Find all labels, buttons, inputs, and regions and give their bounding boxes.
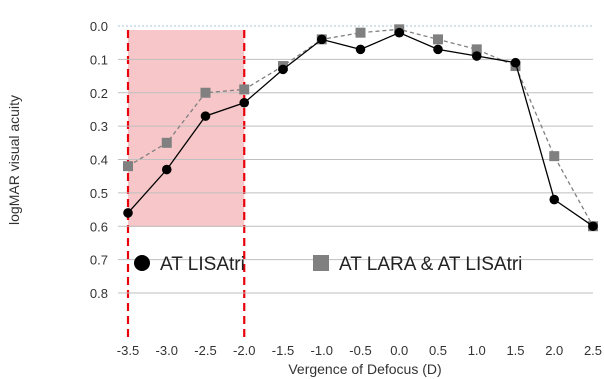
- x-tick-label: 2.5: [584, 343, 602, 358]
- x-tick-label: -1.0: [311, 343, 333, 358]
- y-tick-label: 0.7: [90, 253, 108, 268]
- x-tick-label: -3.0: [156, 343, 178, 358]
- x-tick-label: -0.5: [349, 343, 371, 358]
- data-point: [588, 221, 598, 232]
- data-point: [316, 34, 327, 45]
- legend-marker: [313, 255, 329, 271]
- x-tick-label: -2.5: [194, 343, 216, 358]
- data-point: [123, 161, 133, 172]
- data-point: [161, 164, 172, 175]
- data-point: [200, 87, 211, 98]
- legend-marker: [134, 255, 150, 271]
- data-point: [123, 208, 133, 218]
- data-point: [161, 137, 172, 148]
- legend: AT LISAtri AT LARA & AT LISAtri: [134, 254, 522, 275]
- legend-label: AT LISAtri: [160, 254, 245, 275]
- y-tick-label: 0.1: [90, 52, 108, 67]
- data-point: [239, 84, 250, 95]
- y-tick-label: 0.2: [90, 86, 108, 101]
- x-tick-label: -3.5: [117, 343, 139, 358]
- series-layer: [123, 24, 598, 232]
- legend-label: AT LARA & AT LISAtri: [339, 254, 522, 275]
- data-point: [433, 44, 443, 55]
- data-point: [239, 97, 250, 108]
- y-tick-label: 0.4: [90, 153, 108, 168]
- x-tick-label: -2.0: [233, 343, 255, 358]
- y-tick-label: 0.8: [90, 286, 108, 301]
- x-tick-label: 1.5: [506, 343, 524, 358]
- data-point: [355, 27, 366, 38]
- x-tick-label: 1.0: [468, 343, 486, 358]
- y-tick-label: 0.0: [90, 19, 108, 34]
- y-tick-labels: 0.0 0.1 0.2 0.3 0.4 0.5 0.6 0.7 0.8: [90, 19, 108, 301]
- data-point: [433, 34, 443, 45]
- data-point: [549, 151, 560, 162]
- x-axis-title: Vergence of Defocus (D): [288, 361, 441, 377]
- data-point: [200, 111, 211, 121]
- highlight-region-layer: [126, 30, 246, 338]
- x-tick-labels: -3.5 -3.0 -2.5 -2.0 -1.5 -1.0 -0.5 0.0 0.5 1.0 1.5…: [117, 343, 602, 358]
- data-point: [510, 57, 521, 68]
- x-tick-label: -1.5: [272, 343, 294, 358]
- gridlines: [118, 25, 593, 294]
- data-point: [278, 64, 288, 75]
- data-point: [549, 194, 560, 205]
- x-tick-label: 2.0: [545, 343, 563, 358]
- x-tick-label: 0.0: [390, 343, 408, 358]
- data-point: [471, 44, 482, 55]
- highlight-region: [128, 30, 245, 227]
- y-tick-label: 0.3: [90, 119, 108, 134]
- data-point: [355, 44, 366, 55]
- x-tick-label: 0.5: [429, 343, 447, 358]
- data-point: [394, 27, 405, 38]
- y-tick-label: 0.5: [90, 186, 108, 201]
- y-axis-title: logMAR visual acuity: [6, 95, 22, 225]
- data-point: [471, 51, 482, 61]
- y-tick-label: 0.6: [90, 219, 108, 234]
